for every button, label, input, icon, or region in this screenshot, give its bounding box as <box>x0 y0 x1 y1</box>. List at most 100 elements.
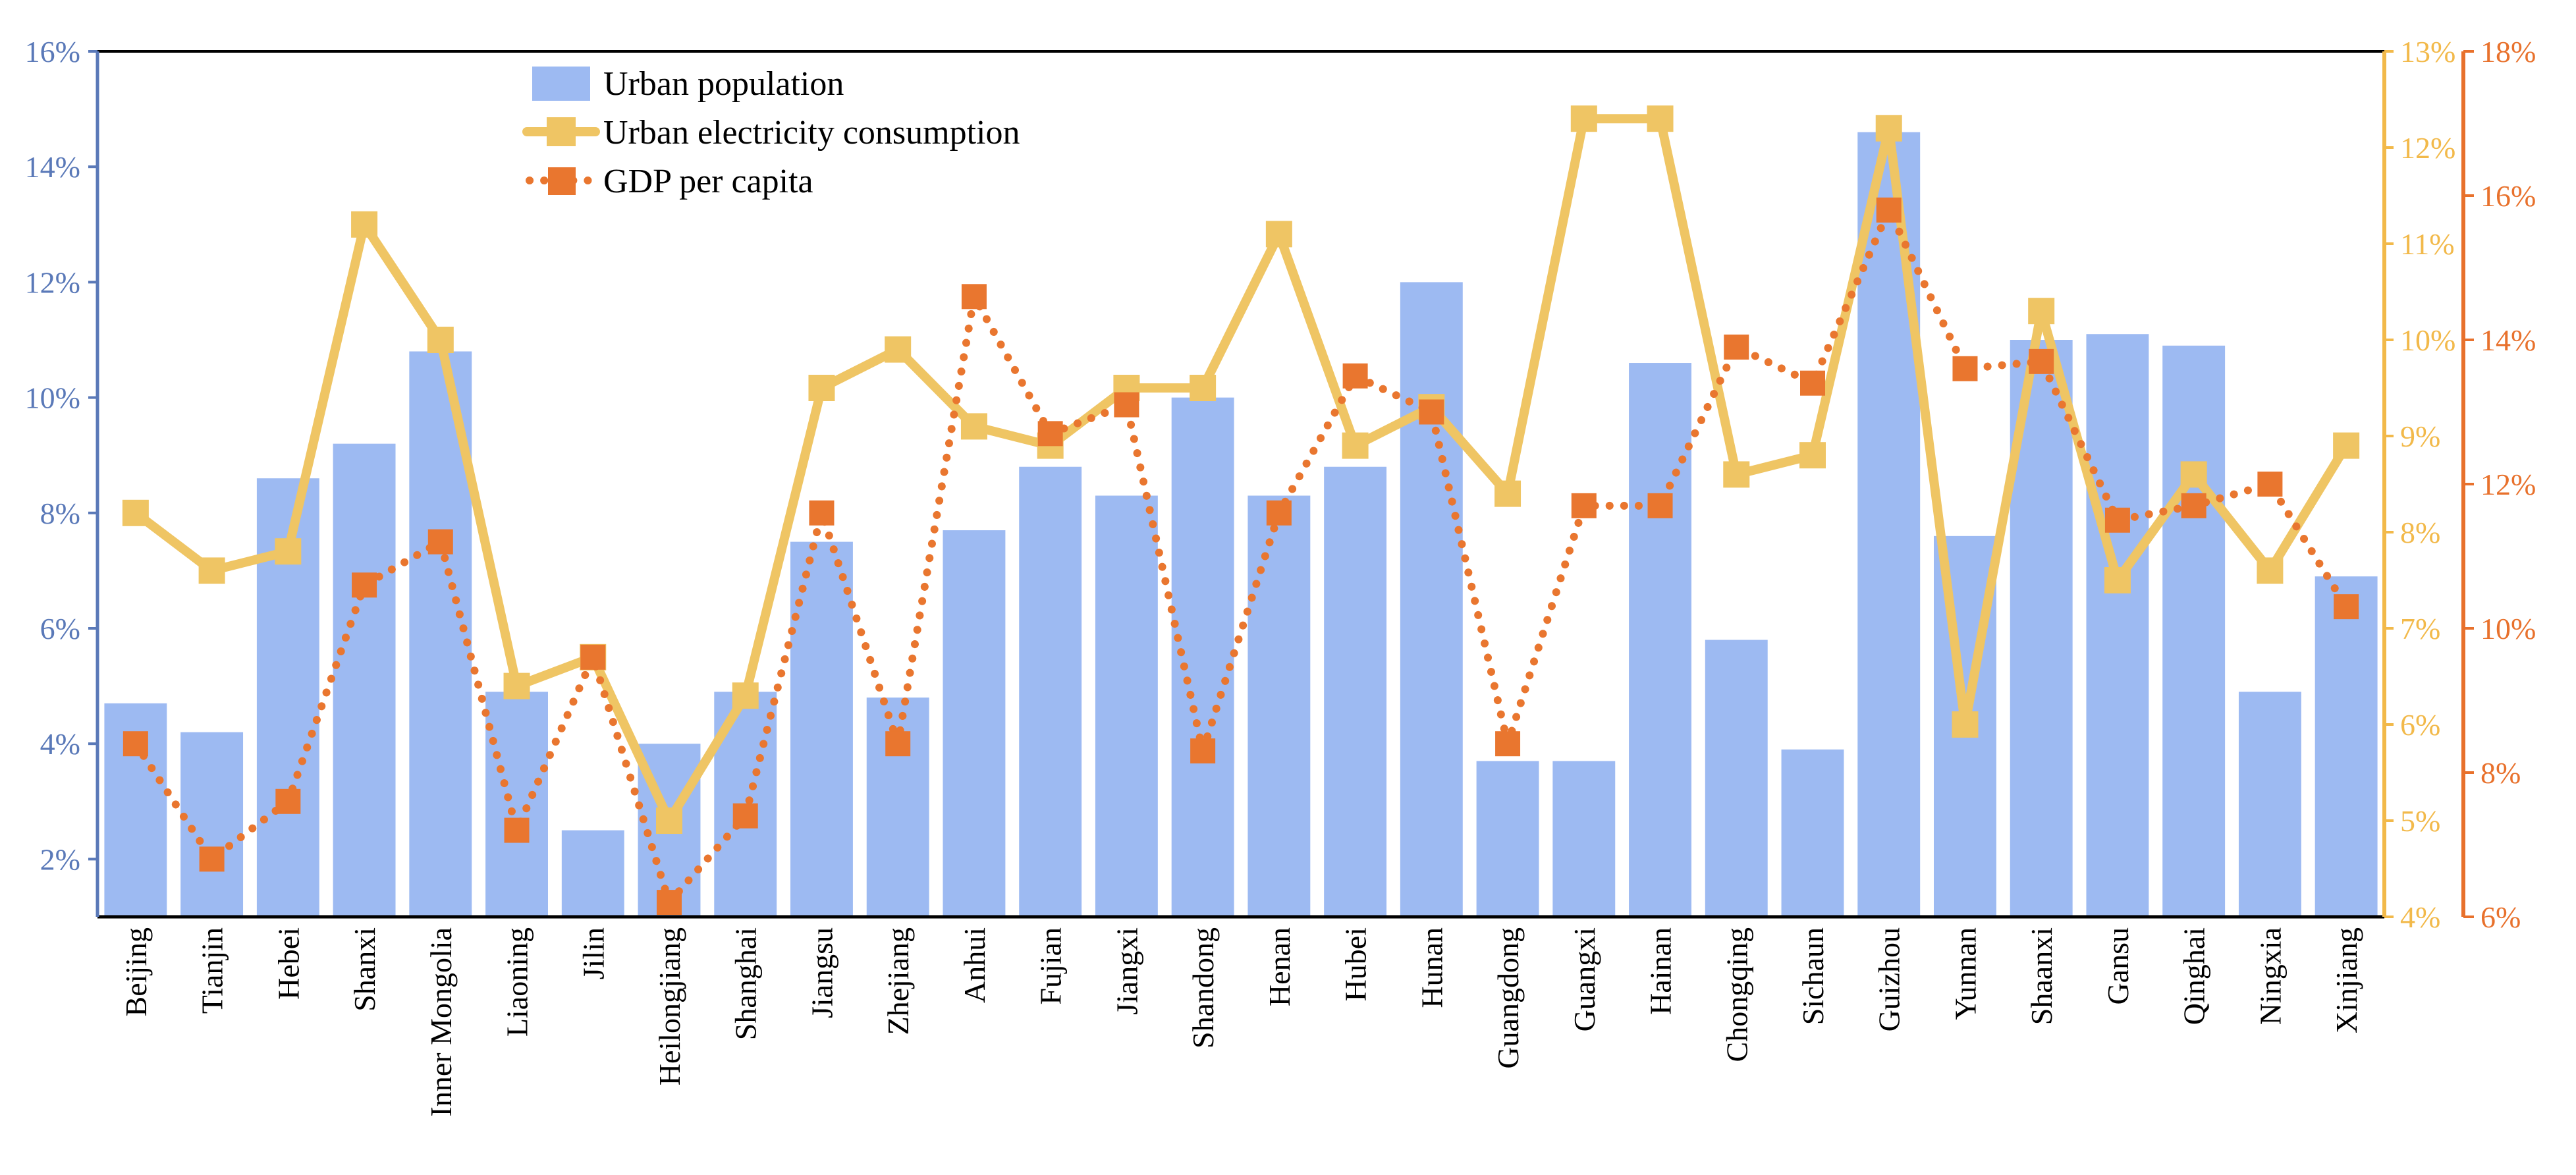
x-tick-label-hunan: Hunan <box>1415 927 1448 1008</box>
right-axis-gdp-tick-label: 10% <box>2480 612 2536 645</box>
point-electricity-shandong <box>1190 375 1217 401</box>
x-tick-label-gansu: Gansu <box>2101 927 2135 1005</box>
x-tick-label-tianjin: Tianjin <box>196 927 229 1014</box>
bar-urban-population-hubei <box>1324 466 1387 917</box>
point-gdp-gansu <box>2104 507 2130 533</box>
x-tick-label-henan: Henan <box>1263 927 1296 1006</box>
point-gdp-xinjiang <box>2334 594 2359 620</box>
point-electricity-hebei <box>275 538 302 565</box>
point-gdp-yunnan <box>1952 356 1978 381</box>
point-electricity-jiangsu <box>808 375 835 401</box>
bar-urban-population-hunan <box>1400 282 1463 917</box>
bar-urban-population-fujian <box>1019 466 1082 917</box>
point-gdp-shanghai <box>732 803 758 829</box>
line-urban-electricity-consumption <box>130 114 2351 825</box>
bar-urban-population-chongqing <box>1705 640 1768 917</box>
plot-frame <box>97 50 2384 919</box>
left-axis-tick-label: 2% <box>40 842 80 876</box>
point-gdp-jilin <box>580 644 606 670</box>
point-electricity-sichaun <box>1799 442 1826 469</box>
point-electricity-shaanxi <box>2028 298 2055 325</box>
point-gdp-hainan <box>1647 493 1673 518</box>
point-gdp-shaanxi <box>2029 348 2054 374</box>
legend-swatch-gdp-marker <box>548 167 576 195</box>
bar-urban-population-liaoning <box>485 692 548 917</box>
point-electricity-inner-mongolia <box>427 327 454 353</box>
bar-urban-population-guangxi <box>1552 761 1616 917</box>
x-tick-label-zhejiang: Zhejiang <box>881 927 915 1035</box>
legend: Urban population Urban electricity consu… <box>522 65 1020 200</box>
x-tick-label-fujian: Fujian <box>1034 927 1068 1005</box>
right-axis-electricity-tick-label: 10% <box>2400 323 2455 357</box>
x-tick-label-qinghai: Qinghai <box>2178 927 2211 1025</box>
point-gdp-qinghai <box>2181 493 2206 518</box>
point-gdp-anhui <box>961 284 987 310</box>
point-gdp-tianjin <box>199 846 225 872</box>
bar-urban-population-jiangsu <box>790 541 853 917</box>
point-electricity-ningxia <box>2257 557 2284 584</box>
bar-urban-population-jiangxi <box>1095 495 1158 917</box>
x-tick-label-xinjiang: Xinjiang <box>2330 927 2363 1033</box>
x-tick-label-hebei: Hebei <box>271 927 305 1000</box>
point-gdp-hunan <box>1419 399 1444 425</box>
right-axis-electricity-tick-label: 11% <box>2400 227 2455 261</box>
point-gdp-beijing <box>123 731 148 757</box>
legend-label-gdp-per-capita: GDP per capita <box>603 163 813 200</box>
urban-population-bars <box>104 132 2378 917</box>
point-gdp-jiangsu <box>809 500 835 526</box>
x-tick-label-guangdong: Guangdong <box>1491 927 1525 1069</box>
right-axis-electricity-tick-label: 4% <box>2400 900 2440 934</box>
left-axis: 2% 4% 6% 8% 10% 12% 14% 16% <box>25 35 99 917</box>
line-gdp-per-capita <box>131 205 2351 907</box>
x-tick-label-chongqing: Chongqing <box>1720 927 1753 1062</box>
bar-urban-population-shanxi <box>333 443 396 917</box>
right-axis-electricity-tick-label: 7% <box>2400 612 2440 645</box>
x-axis: Beijing Tianjin Hebei Shanxi Inner Mongolia L… <box>119 927 2363 1116</box>
x-tick-label-heilongjiang: Heilongjiang <box>653 927 686 1085</box>
right-axis-gdp-tick-label: 14% <box>2480 323 2536 357</box>
right-axis-gdp-tick-label: 16% <box>2480 179 2536 213</box>
left-axis-tick-label: 6% <box>40 612 80 645</box>
point-electricity-guangxi <box>1570 105 1597 132</box>
x-tick-label-inner-mongolia: Inner Mongolia <box>424 927 458 1116</box>
right-axis-gdp: 6% 8% 10% 12% 14% 16% 18% <box>2461 35 2536 934</box>
x-tick-label-shandong: Shandong <box>1186 927 1220 1049</box>
x-tick-label-guangxi: Guangxi <box>1568 927 1601 1031</box>
point-electricity-gansu <box>2104 567 2131 593</box>
point-gdp-liaoning <box>504 817 530 843</box>
x-tick-label-jiangsu: Jiangsu <box>805 927 838 1018</box>
point-gdp-henan <box>1266 500 1292 526</box>
gdp-series <box>123 197 2359 915</box>
point-gdp-guizhou <box>1876 197 1902 223</box>
point-gdp-hubei <box>1342 363 1368 389</box>
bar-urban-population-guizhou <box>1857 132 1921 917</box>
bar-urban-population-ningxia <box>2238 692 2301 917</box>
point-gdp-hebei <box>275 788 301 814</box>
right-axis-gdp-tick-label: 18% <box>2480 35 2536 68</box>
point-electricity-henan <box>1265 221 1292 248</box>
point-electricity-hubei <box>1342 432 1369 459</box>
point-electricity-heilongjiang <box>656 807 682 834</box>
legend-label-urban-electricity-consumption: Urban electricity consumption <box>603 114 1020 151</box>
point-electricity-chongqing <box>1723 461 1750 488</box>
x-tick-label-shaanxi: Shaanxi <box>2025 927 2058 1025</box>
right-axis-electricity-tick-label: 9% <box>2400 420 2440 453</box>
right-axis-electricity-tick-label: 5% <box>2400 804 2440 838</box>
left-axis-tick-label: 8% <box>40 497 80 530</box>
point-gdp-guangdong <box>1495 731 1521 757</box>
x-tick-label-shanghai: Shanghai <box>729 927 763 1040</box>
right-axis-electricity-tick-label: 12% <box>2400 131 2455 165</box>
point-electricity-shanxi <box>351 211 378 238</box>
bar-urban-population-jilin <box>561 830 624 917</box>
x-tick-label-jiangxi: Jiangxi <box>1110 927 1143 1015</box>
bar-urban-population-anhui <box>943 530 1006 917</box>
x-tick-label-beijing: Beijing <box>119 927 153 1016</box>
x-tick-label-hubei: Hubei <box>1339 927 1373 1001</box>
legend-label-urban-population: Urban population <box>603 65 844 103</box>
bar-urban-population-tianjin <box>180 732 244 917</box>
x-tick-label-ningxia: Ningxia <box>2253 927 2287 1025</box>
right-axis-electricity-tick-label: 8% <box>2400 516 2440 549</box>
point-electricity-guangdong <box>1494 480 1521 507</box>
legend-swatch-electricity-marker <box>547 117 576 146</box>
point-electricity-beijing <box>122 499 149 526</box>
